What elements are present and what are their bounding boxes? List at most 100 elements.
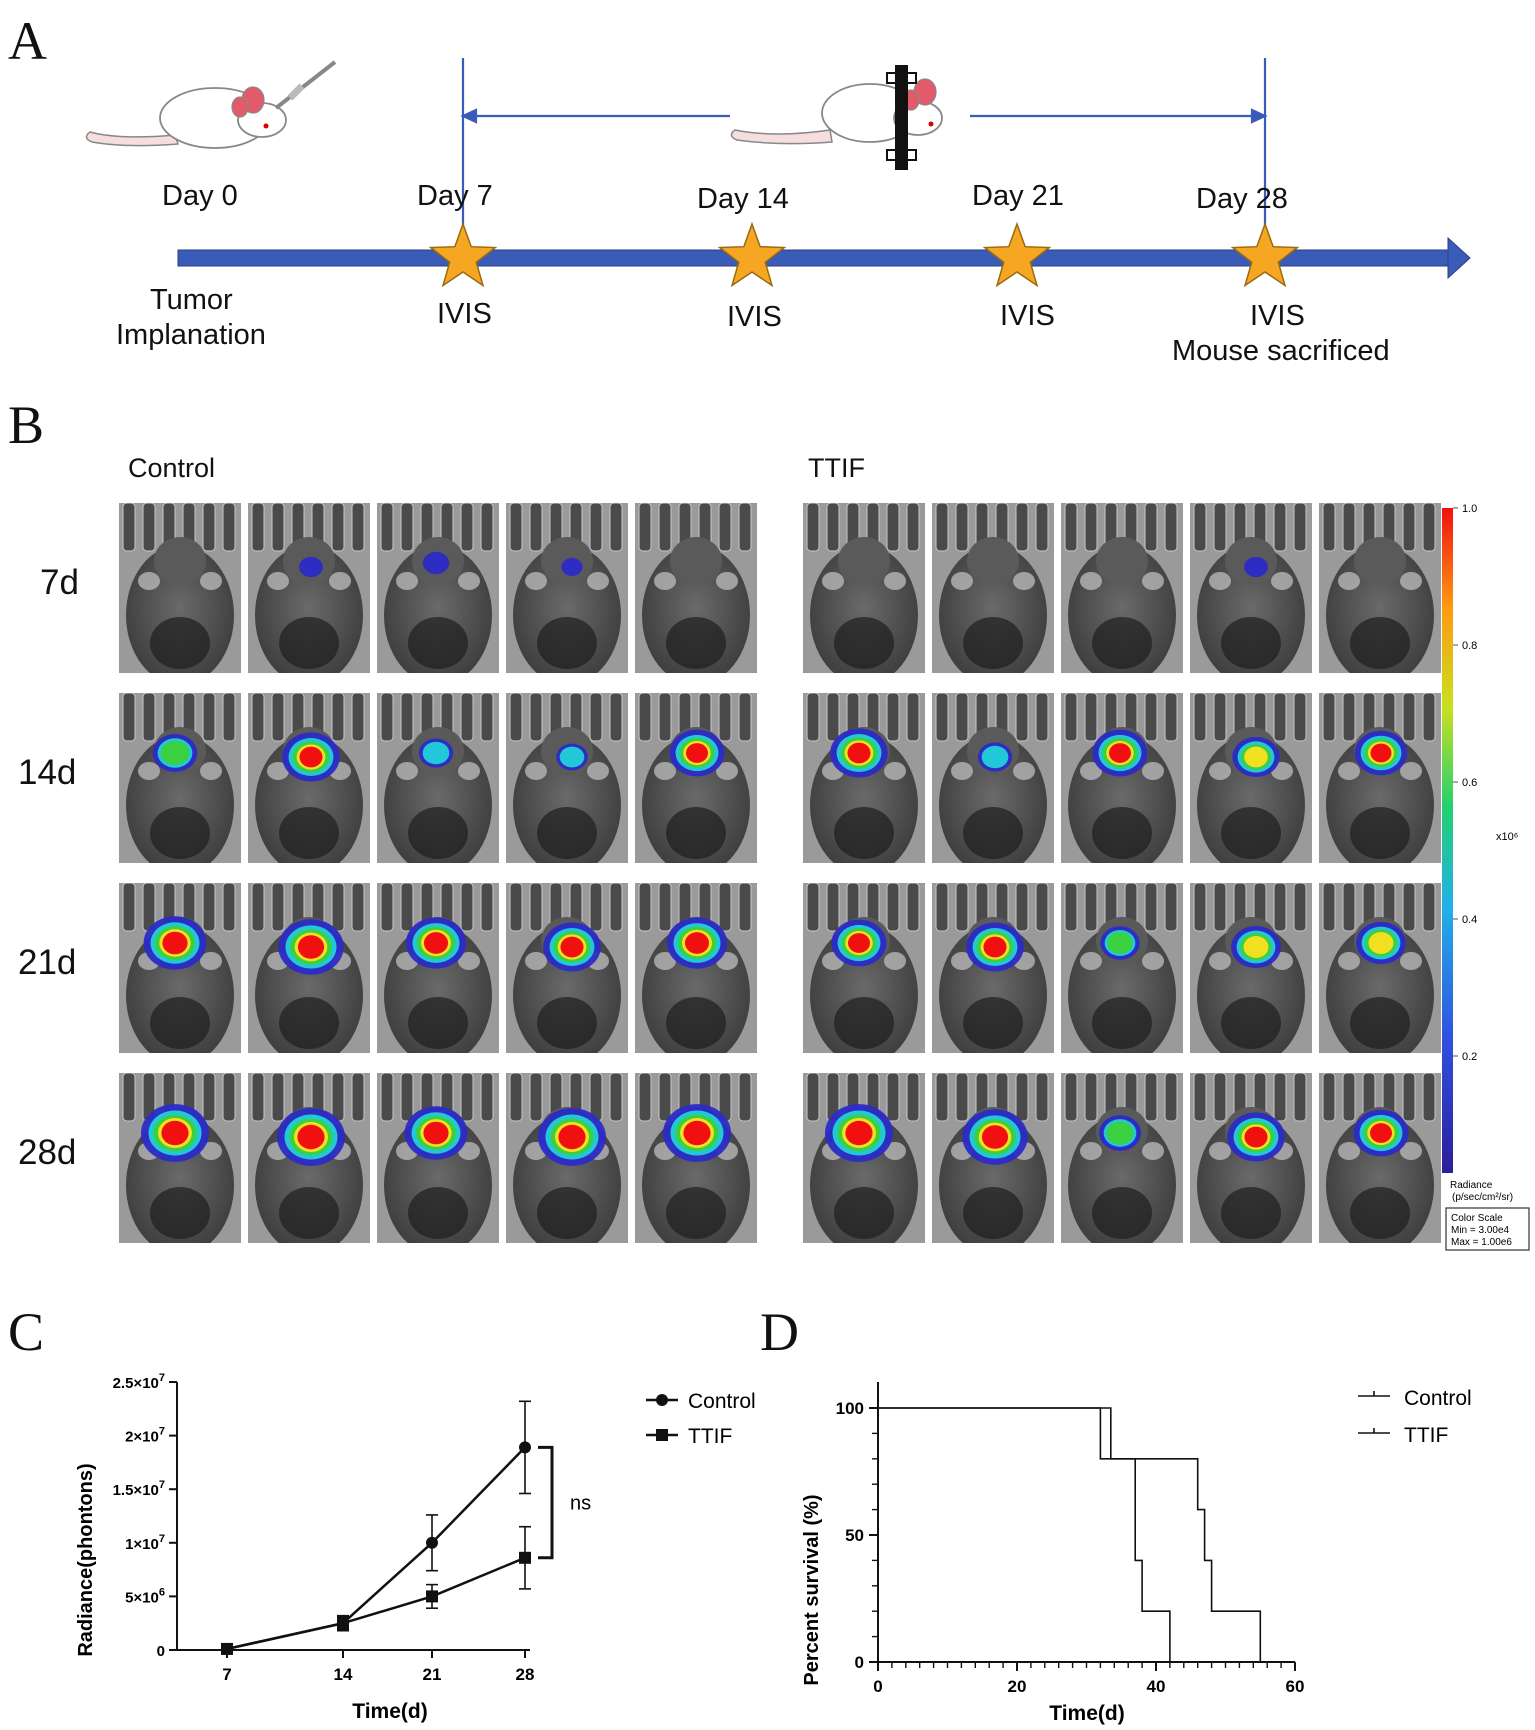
bioluminescence-image — [248, 503, 370, 673]
timeline-day-28: Day 28 — [1196, 183, 1288, 215]
bioluminescence-image — [803, 503, 925, 673]
group-label-ttif: TTIF — [808, 453, 865, 483]
panel-label-b: B — [8, 395, 45, 455]
bioluminescence-image — [377, 503, 499, 673]
bioluminescence-image — [248, 883, 370, 1053]
bioluminescence-image — [1319, 883, 1441, 1053]
legend-marker-ttif — [656, 1429, 668, 1441]
survival-curve-TTIF — [878, 1407, 1262, 1662]
d-legend: Control TTIF — [1358, 1387, 1472, 1447]
bioluminescence-image — [119, 693, 241, 863]
c-ytick-label: 2.5×107 — [113, 1372, 165, 1392]
control-image-grid — [119, 503, 757, 1243]
bioluminescence-image — [377, 1073, 499, 1243]
c-xtick-label: 28 — [516, 1665, 535, 1684]
d-xtick-label: 20 — [1008, 1677, 1027, 1696]
radiance-units: (p/sec/cm²/sr) — [1452, 1192, 1513, 1203]
data-point — [519, 1441, 531, 1454]
timeline-diagram — [85, 58, 1471, 288]
scale-multiplier: x10⁶ — [1496, 831, 1518, 843]
bioluminescence-image — [506, 883, 628, 1053]
d-ytick-label: 50 — [845, 1526, 864, 1545]
bioluminescence-image — [1061, 693, 1183, 863]
bioluminescence-image — [803, 1073, 925, 1243]
legend-marker-control — [656, 1394, 668, 1406]
row-label-14d: 14d — [18, 753, 77, 792]
ns-bracket — [538, 1445, 554, 1560]
ivis-label-day28: IVIS — [1250, 300, 1305, 332]
bioluminescence-image — [1319, 1073, 1441, 1243]
data-point — [426, 1536, 438, 1549]
c-ytick-label: 1.5×107 — [113, 1479, 165, 1499]
scale-tick-1.0: 1.0 — [1462, 503, 1477, 515]
bioluminescence-image — [1061, 1073, 1183, 1243]
d-ytick-label: 0 — [855, 1653, 864, 1672]
data-point — [337, 1617, 349, 1630]
c-ytick-label: 5×106 — [125, 1586, 165, 1606]
data-point — [519, 1551, 531, 1564]
row-label-28d: 28d — [18, 1133, 77, 1172]
timeline-day-14: Day 14 — [697, 183, 789, 215]
c-legend: Control TTIF — [646, 1390, 756, 1448]
ivis-star-3 — [1230, 221, 1300, 288]
bioluminescence-image — [932, 883, 1054, 1053]
bioluminescence-image — [248, 1073, 370, 1243]
bioluminescence-image — [1061, 883, 1183, 1053]
scale-tick-0.4: 0.4 — [1462, 914, 1477, 926]
bioluminescence-image — [119, 883, 241, 1053]
scale-box-min: Min = 3.00e4 — [1451, 1225, 1510, 1236]
bioluminescence-image — [1190, 693, 1312, 863]
ttif-image-grid — [803, 503, 1441, 1243]
survival-curve-Control — [878, 1407, 1171, 1662]
c-ylabel: Radiance(phontons) — [75, 1463, 97, 1656]
bioluminescence-image — [803, 693, 925, 863]
d-xtick-label: 60 — [1286, 1677, 1305, 1696]
mouse-device-icon — [730, 65, 943, 170]
bioluminescence-image — [377, 883, 499, 1053]
c-series-line-TTIF — [226, 1556, 526, 1651]
c-legend-ttif: TTIF — [688, 1425, 732, 1448]
d-legend-ttif: TTIF — [1404, 1424, 1448, 1447]
bioluminescence-image — [248, 693, 370, 863]
bioluminescence-image — [932, 1073, 1054, 1243]
c-ytick-label: 0 — [157, 1643, 165, 1660]
scale-box-max: Max = 1.00e6 — [1451, 1237, 1512, 1248]
bioluminescence-image — [377, 693, 499, 863]
bioluminescence-image — [932, 693, 1054, 863]
c-ytick-label: 1×107 — [125, 1533, 165, 1553]
ns-annotation: ns — [570, 1493, 591, 1515]
d-ytick-label: 100 — [836, 1399, 864, 1418]
c-series-line-Control — [226, 1446, 526, 1651]
d-xlabel: Time(d) — [1049, 1702, 1124, 1725]
panel-label-a: A — [8, 11, 47, 71]
scale-box-title: Color Scale — [1451, 1213, 1503, 1224]
timeline-arrow — [177, 236, 1471, 280]
bioluminescence-image — [635, 883, 757, 1053]
bioluminescence-image — [119, 1073, 241, 1243]
bioluminescence-image — [1190, 883, 1312, 1053]
panel-label-c: C — [8, 1302, 45, 1362]
bioluminescence-image — [1190, 503, 1312, 673]
panel-label-d: D — [760, 1302, 799, 1362]
ivis-label-day14: IVIS — [727, 301, 782, 333]
radiance-label: Radiance — [1450, 1180, 1493, 1191]
ivis-star-0 — [428, 221, 498, 288]
c-legend-control: Control — [688, 1390, 756, 1413]
row-label-21d: 21d — [18, 943, 77, 982]
bioluminescence-image — [506, 503, 628, 673]
bioluminescence-image — [506, 1073, 628, 1243]
timeline-day-21: Day 21 — [972, 180, 1064, 212]
d-ylabel: Percent survival (%) — [801, 1494, 823, 1685]
c-xlabel: Time(d) — [352, 1700, 427, 1723]
c-xtick-label: 7 — [222, 1665, 231, 1684]
scale-tick-0.6: 0.6 — [1462, 777, 1477, 789]
d-xtick-label: 0 — [873, 1677, 882, 1696]
bioluminescence-image — [803, 883, 925, 1053]
data-point — [426, 1590, 438, 1603]
scale-tick-0.8: 0.8 — [1462, 640, 1477, 652]
survival-chart: 0 20 40 60 0 50 100 Time(d) Percent survival (… — [801, 1382, 1305, 1725]
bioluminescence-image — [119, 503, 241, 673]
bioluminescence-image — [506, 693, 628, 863]
bioluminescence-image — [635, 503, 757, 673]
ivis-star-2 — [982, 221, 1052, 288]
